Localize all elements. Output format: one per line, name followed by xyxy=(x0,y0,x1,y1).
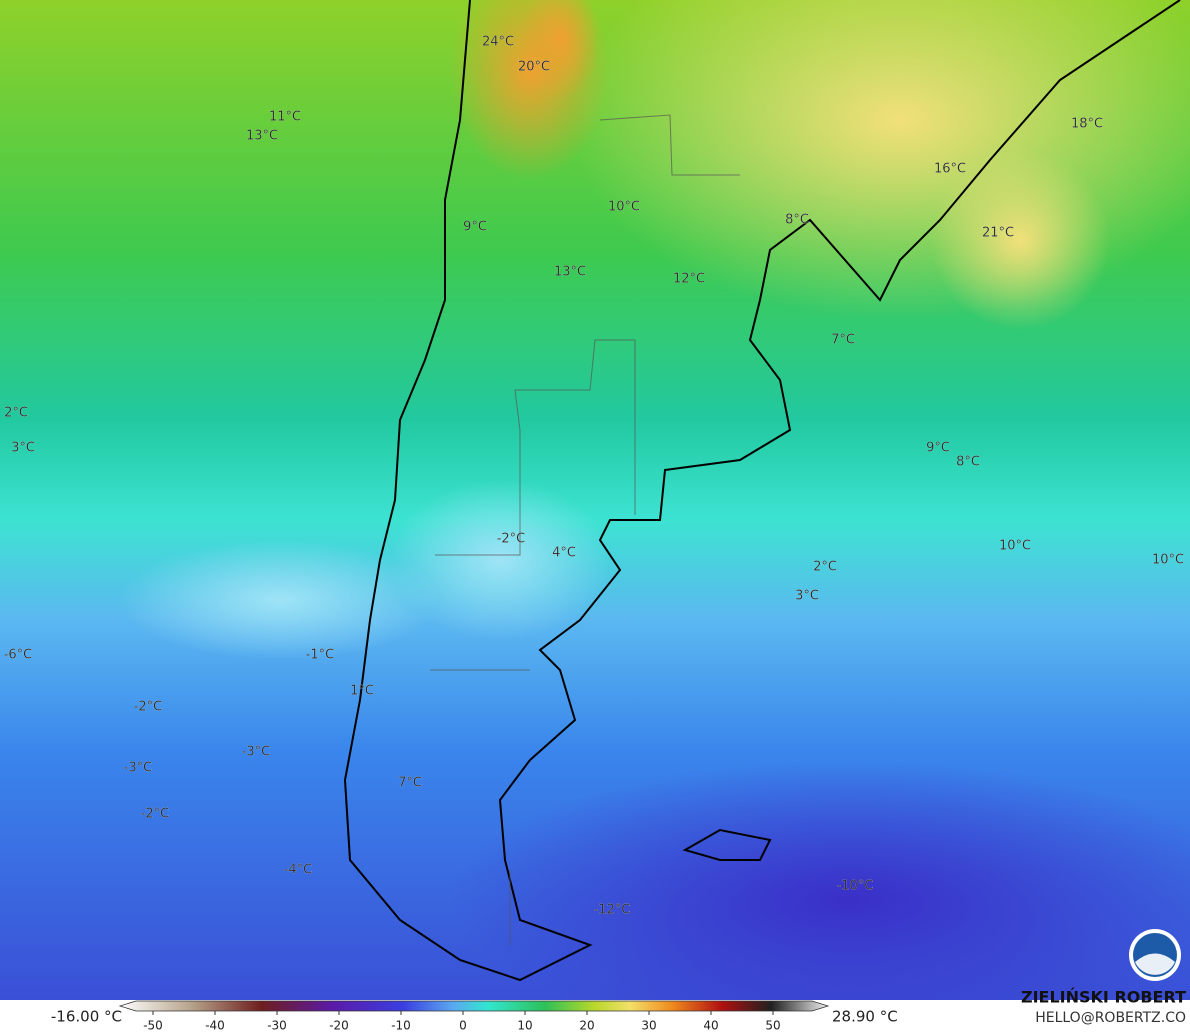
temperature-label: 21°C xyxy=(982,226,1014,241)
temperature-label: -1°C xyxy=(306,648,335,663)
temperature-label: 20°C xyxy=(518,60,550,75)
temperature-label: 3°C xyxy=(11,441,35,456)
colorbar-tick-label: 40 xyxy=(703,1019,718,1033)
temperature-label: 10°C xyxy=(999,539,1031,554)
coastline xyxy=(343,0,1181,982)
temperature-label: 7°C xyxy=(831,333,855,348)
temperature-label: 7°C xyxy=(398,776,422,791)
colorbar-tick-label: 50 xyxy=(765,1019,780,1033)
colorbar-tick-label: 30 xyxy=(641,1019,656,1033)
colorbar: -16.00 °C 28.90 °C -50 -40 -30 -20 -10 0 10 20 3… xyxy=(51,1000,898,1033)
colorbar-scale xyxy=(118,1000,830,1012)
temperature-label: 18°C xyxy=(1071,117,1103,132)
author-email: HELLO@ROBERTZ.CO xyxy=(1035,1010,1186,1026)
colorbar-min-label: -16.00 °C xyxy=(51,1008,122,1026)
temperature-label: -6°C xyxy=(4,648,33,663)
colorbar-tick-label: -20 xyxy=(329,1019,349,1033)
borders xyxy=(430,114,740,945)
temperature-label: -2°C xyxy=(497,532,526,547)
temperature-label: 24°C xyxy=(482,35,514,50)
temperature-label: 11°C xyxy=(269,110,301,125)
temperature-label: -2°C xyxy=(141,807,170,822)
author-name: ZIELIŃSKI ROBERT xyxy=(1021,988,1186,1007)
temperature-label: -10°C xyxy=(837,879,874,894)
colorbar-tick-label: -10 xyxy=(391,1019,411,1033)
temperature-label: 10°C xyxy=(608,200,640,215)
temperature-label: 13°C xyxy=(554,265,586,280)
colorbar-tick-label: -30 xyxy=(267,1019,287,1033)
temperature-label: 8°C xyxy=(785,213,809,228)
temperature-label: -2°C xyxy=(134,700,163,715)
temperature-label: -12°C xyxy=(594,903,631,918)
noaa-logo xyxy=(1129,929,1181,981)
temperature-label: 2°C xyxy=(4,406,28,421)
colorbar-tick-label: -40 xyxy=(205,1019,225,1033)
colorbar-max-label: 28.90 °C xyxy=(832,1008,898,1026)
colorbar-tick-label: -50 xyxy=(143,1019,163,1033)
temperature-label: -4°C xyxy=(284,863,313,878)
temperature-label: 9°C xyxy=(463,220,487,235)
temperature-label: 8°C xyxy=(956,455,980,470)
colorbar-tick-label: 20 xyxy=(579,1019,594,1033)
temperature-label: -3°C xyxy=(124,761,153,776)
temperature-label: 2°C xyxy=(813,560,837,575)
temperature-label: 1°C xyxy=(350,684,374,699)
temperature-label: 4°C xyxy=(552,546,576,561)
temperature-label: 3°C xyxy=(795,589,819,604)
temperature-label: 10°C xyxy=(1152,553,1184,568)
temperature-label: 13°C xyxy=(246,129,278,144)
colorbar-tick-label: 10 xyxy=(517,1019,532,1033)
temperature-labels: 24°C 20°C 11°C 13°C 18°C 16°C 10°C 9°C 8°C 21°C 13… xyxy=(3,34,1184,918)
colorbar-tick-label: 0 xyxy=(459,1019,467,1033)
temperature-label: 12°C xyxy=(673,272,705,287)
temperature-label: 16°C xyxy=(934,162,966,177)
temperature-label: 9°C xyxy=(926,441,950,456)
temperature-label: -3°C xyxy=(242,745,271,760)
